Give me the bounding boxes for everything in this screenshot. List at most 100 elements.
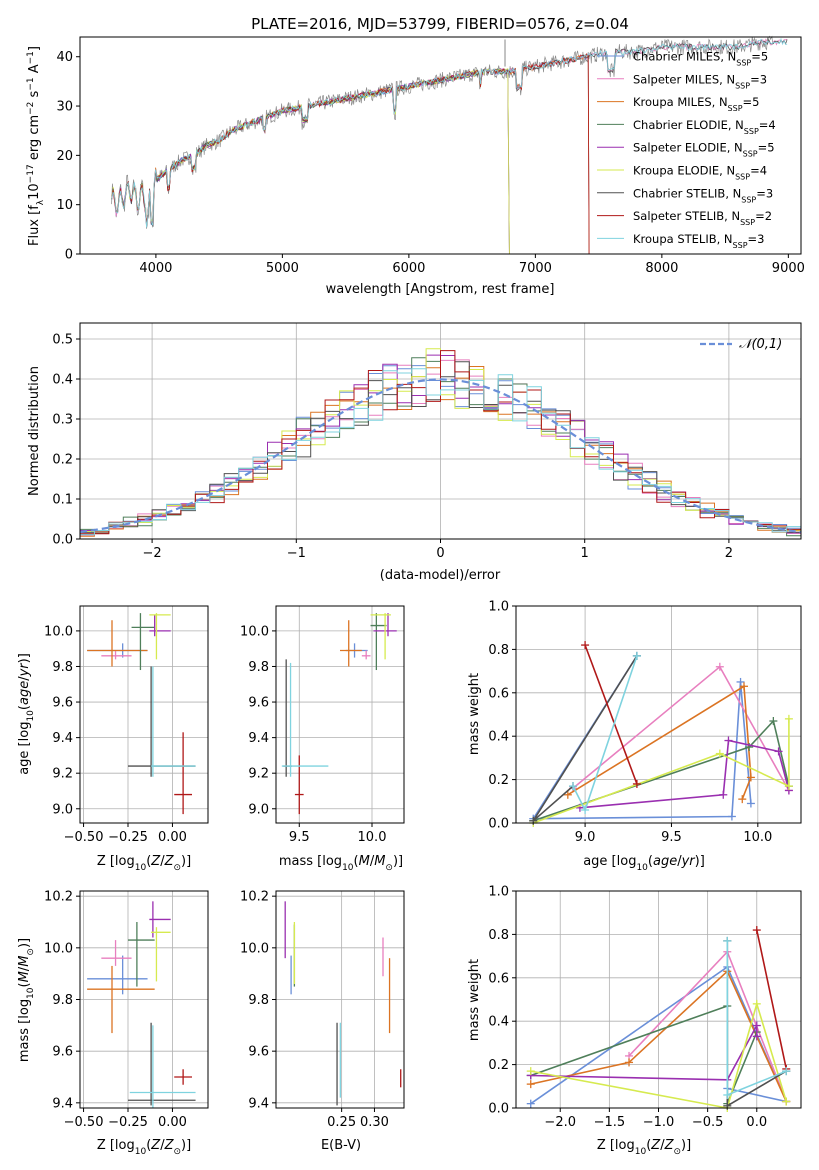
residuals-ylabel: Normed distribution [27, 366, 42, 496]
model-line-salpeter-stelib [111, 53, 590, 255]
legend-label: Salpeter MILES, NSSP=3 [633, 72, 767, 90]
axes-frame [79, 36, 802, 255]
legend-label: Kroupa STELIB, NSSP=3 [633, 232, 764, 250]
y-tick-label: 1.0 [488, 600, 509, 615]
y-tick-label: 9.4 [248, 731, 269, 746]
weight-vs-Z-xlabel: Z [log10(Z/Z⊙)] [597, 1138, 691, 1157]
y-tick-label: 9.8 [248, 660, 269, 675]
y-tick-label: 10.0 [240, 941, 269, 956]
x-tick-label: 0.0 [746, 1115, 767, 1130]
model-line-chabrier-elodie [111, 68, 510, 255]
x-tick-label: 10.0 [358, 830, 387, 845]
residuals-ticks: −2 −1 0 1 2 0.0 0.1 0.2 0.3 0.4 0.5 [52, 322, 802, 561]
x-tick-label: 6000 [392, 261, 425, 276]
y-tick-label: 40 [56, 50, 73, 65]
svg-text:age [log10(age/yr)]: age [log10(age/yr)] [583, 854, 705, 873]
y-tick-label: 0.6 [488, 971, 509, 986]
axes-frame [79, 605, 209, 824]
spectrum-panel: PLATE=2016, MJD=53799, FIBERID=0576, z=0… [26, 15, 805, 297]
residuals-plot-area [79, 323, 802, 540]
x-tick-label: −1 [287, 546, 306, 561]
x-tick-label: −2 [143, 546, 162, 561]
mass-vs-Z-xlabel: Z [log10(Z/Z⊙)] [97, 1138, 191, 1157]
y-tick-label: 9.8 [52, 993, 73, 1008]
weight-line-chabrier-elodie [533, 719, 790, 822]
y-tick-label: 9.6 [52, 1045, 73, 1060]
residuals-legend: 𝒩(0,1) [700, 337, 782, 352]
legend-label: Chabrier MILES, NSSP=5 [633, 50, 768, 68]
x-tick-label: −0.50 [64, 1115, 104, 1130]
legend-label: Kroupa MILES, NSSP=5 [633, 95, 759, 113]
svg-text:Z [log10(Z/Z⊙)]: Z [log10(Z/Z⊙)] [97, 854, 191, 873]
x-tick-label: 0.00 [158, 1115, 187, 1130]
y-tick-label: 10.2 [240, 890, 269, 905]
y-tick-label: 0.2 [488, 773, 509, 788]
model-line-kroupa-elodie [111, 68, 510, 255]
x-tick-label: 9000 [772, 261, 805, 276]
y-tick-label: 9.8 [248, 993, 269, 1008]
x-tick-label: −2.0 [544, 1115, 576, 1130]
y-tick-label: 0.8 [488, 928, 509, 943]
y-tick-label: 9.0 [52, 802, 73, 817]
x-tick-label: 0.00 [158, 830, 187, 845]
x-tick-label: −0.25 [108, 830, 148, 845]
histogram-salpeter-stelib [79, 350, 801, 539]
y-tick-label: 10 [56, 198, 73, 213]
weight-vs-age-panel: 9.0 9.5 10.0 0.0 0.2 0.4 0.6 0.8 1.0 [488, 600, 802, 845]
age-vs-mass-panel: 9.5 10.0 9.0 9.2 9.4 9.6 9.8 10.0 [240, 605, 405, 845]
y-tick-label: 9.6 [52, 696, 73, 711]
age-vs-Z-xlabel: Z [log10(Z/Z⊙)] [97, 854, 191, 873]
age-vs-mass-xlabel: mass [log10(M/M⊙)] [279, 854, 403, 873]
x-tick-label: −1.5 [594, 1115, 626, 1130]
x-tick-label: −0.25 [108, 1115, 148, 1130]
svg-text:mass [log10(M/M⊙)]: mass [log10(M/M⊙)] [17, 938, 36, 1062]
y-tick-label: 9.8 [52, 660, 73, 675]
svg-text:Z [log10(Z/Z⊙)]: Z [log10(Z/Z⊙)] [597, 1138, 691, 1157]
axes-frame [275, 605, 405, 824]
y-tick-label: 0.0 [52, 533, 73, 548]
legend-label: Chabrier STELIB, NSSP=3 [633, 186, 773, 204]
y-tick-label: 9.2 [52, 767, 73, 782]
y-tick-label: 0.3 [52, 413, 73, 428]
y-tick-label: 0.5 [52, 333, 73, 348]
x-tick-label: −0.50 [64, 830, 104, 845]
x-tick-label: 9.5 [661, 830, 682, 845]
spectrum-plot-area [111, 35, 788, 255]
y-tick-label: 10.2 [44, 890, 73, 905]
weight-line-chabrier-elodie [530, 1004, 758, 1105]
model-line-kroupa-miles [111, 54, 590, 255]
spectrum-ylabel: Flux [fλ10−17 erg cm−2 s−1 A−1] [26, 46, 46, 246]
model-line-salpeter-elodie [111, 68, 510, 255]
weight-vs-age-xlabel: age [log10(age/yr)] [583, 854, 705, 873]
y-tick-label: 0 [65, 248, 73, 263]
x-tick-label: 9.5 [289, 830, 310, 845]
age-vs-Z-ylabel: age [log10(age/yr)] [17, 653, 36, 775]
weight-vs-age-ylabel: mass weight [467, 673, 482, 755]
weight-line-kroupa-miles [567, 684, 752, 800]
weight-line-kroupa-elodie [533, 718, 790, 824]
y-tick-label: 10.0 [240, 624, 269, 639]
mass-vs-EBV-panel: 0.25 0.30 9.4 9.6 9.8 10.0 10.2 [240, 890, 405, 1130]
y-tick-label: 9.6 [248, 1045, 269, 1060]
svg-text:Flux [fλ10−17 erg cm−2 s−1 A−1: Flux [fλ10−17 erg cm−2 s−1 A−1] [26, 46, 46, 246]
x-tick-label: 9.0 [575, 830, 596, 845]
y-tick-label: 0.2 [488, 1058, 509, 1073]
histogram-kroupa-stelib [79, 368, 801, 539]
residuals-xlabel: (data-model)/error [380, 568, 501, 583]
x-tick-label: 0.30 [360, 1115, 389, 1130]
y-tick-label: 0.8 [488, 643, 509, 658]
spectrum-legend: Chabrier MILES, NSSP=5 Salpeter MILES, NS… [597, 50, 776, 250]
y-tick-label: 0.0 [488, 1102, 509, 1117]
x-tick-label: 5000 [266, 261, 299, 276]
y-tick-label: 9.0 [248, 802, 269, 817]
spectrum-xlabel: wavelength [Angstrom, rest frame] [326, 282, 555, 297]
mass-vs-EBV-xlabel: E(B-V) [321, 1138, 361, 1153]
x-tick-label: 0.25 [327, 1115, 356, 1130]
legend-label: Kroupa ELODIE, NSSP=4 [633, 164, 767, 182]
x-tick-label: 0 [436, 546, 444, 561]
residuals-panel: −2 −1 0 1 2 0.0 0.1 0.2 0.3 0.4 0.5 (data-model)/e… [27, 322, 802, 583]
svg-text:age [log10(age/yr)]: age [log10(age/yr)] [17, 653, 36, 775]
y-tick-label: 1.0 [488, 885, 509, 900]
spectrum-title: PLATE=2016, MJD=53799, FIBERID=0576, z=0… [251, 15, 629, 33]
